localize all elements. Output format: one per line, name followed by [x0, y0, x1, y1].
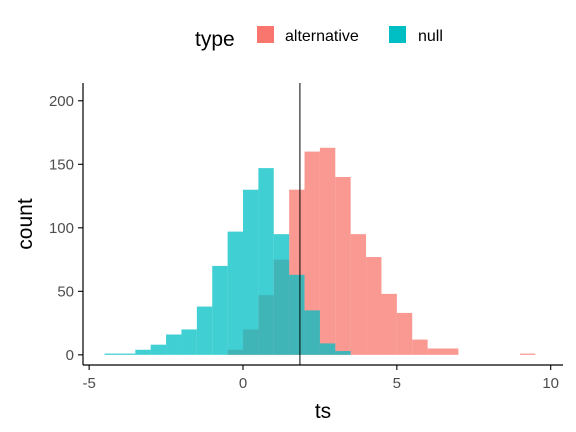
y-ticks: 0 50 100 150 200	[49, 93, 83, 364]
bar-alternative-13	[412, 339, 428, 355]
bar-alternative-7	[319, 147, 336, 355]
x-tick-label: 10	[542, 375, 559, 392]
x-tick-label: -5	[82, 375, 95, 392]
bar-null-5	[181, 329, 197, 355]
histogram-bars	[104, 147, 536, 355]
legend-label-null: null	[418, 28, 443, 45]
legend-key-null	[389, 26, 406, 43]
y-tick-label: 200	[49, 93, 74, 110]
bar-alternative-16	[519, 353, 536, 355]
y-tick-label: 150	[49, 156, 74, 173]
bar-null-15	[335, 351, 351, 355]
bar-null-14	[319, 343, 336, 355]
bar-alternative-15	[443, 348, 459, 355]
bar-null-4	[166, 334, 182, 355]
bar-alternative-6	[304, 151, 320, 355]
bar-null-7	[212, 265, 228, 355]
y-tick-label: 50	[57, 283, 74, 300]
bar-null-12	[289, 274, 305, 355]
x-ticks: -5 0 5 10	[82, 365, 559, 392]
bar-null-3	[150, 344, 167, 355]
bar-null-2	[135, 349, 151, 355]
bar-null-0	[104, 353, 120, 355]
axes: 0 50 100 150 200 -5 0 5 10	[49, 83, 563, 392]
bar-null-13	[304, 310, 320, 355]
x-tick-label: 0	[239, 375, 247, 392]
bar-alternative-11	[381, 293, 397, 355]
x-tick-label: 5	[393, 375, 401, 392]
bar-null-1	[119, 353, 136, 355]
y-tick-label: 100	[49, 220, 74, 237]
bar-null-6	[196, 306, 213, 355]
legend-key-alternative	[257, 26, 274, 43]
legend-title: type	[195, 28, 235, 51]
bar-alternative-10	[366, 257, 382, 355]
bar-null-11	[273, 234, 290, 355]
bar-alternative-9	[350, 234, 367, 355]
y-tick-label: 0	[66, 347, 74, 364]
legend: type alternative null	[195, 26, 443, 51]
x-axis-title: ts	[315, 400, 331, 423]
bar-null-10	[258, 168, 274, 355]
bar-null-8	[227, 231, 243, 355]
bar-null-9	[243, 189, 259, 355]
bar-alternative-14	[427, 348, 443, 355]
bar-alternative-12	[396, 312, 413, 355]
bar-alternative-8	[335, 177, 351, 355]
y-axis-title: count	[14, 198, 37, 250]
legend-label-alternative: alternative	[285, 28, 359, 45]
